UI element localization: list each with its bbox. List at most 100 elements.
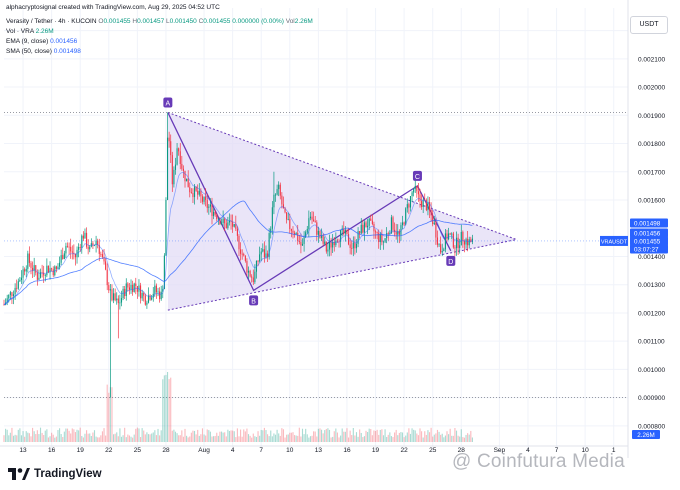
- candle-body: [311, 216, 313, 220]
- candle-body: [147, 295, 150, 303]
- volume-bar: [113, 434, 115, 442]
- volume-bar: [147, 434, 150, 442]
- volume-bar: [232, 430, 234, 442]
- volume-bar: [11, 427, 13, 442]
- volume-bar: [20, 435, 23, 442]
- volume-bar: [201, 428, 204, 442]
- candle-body: [340, 230, 342, 242]
- candle-body: [467, 238, 469, 246]
- volume-bar: [416, 433, 418, 442]
- candle-body: [86, 232, 88, 247]
- volume-bar: [117, 436, 119, 442]
- volume-bar: [405, 435, 407, 442]
- candle-body: [30, 262, 32, 268]
- volume-bar: [305, 428, 307, 442]
- volume-bar: [238, 436, 240, 442]
- candle-body: [373, 223, 375, 232]
- volume-bar: [44, 430, 46, 442]
- volume-bar: [187, 437, 189, 442]
- candle-body: [313, 219, 315, 222]
- candle-body: [435, 222, 437, 238]
- candle-body: [213, 211, 215, 216]
- volume-bar: [209, 431, 211, 442]
- candle-body: [332, 241, 334, 248]
- volume-legend[interactable]: Vol · VRA 2.26M: [6, 28, 54, 36]
- candle-body: [370, 218, 372, 221]
- price-badges: VRAUSDT 0.001455 0.001498 0.001456 03:07:27: [600, 218, 668, 254]
- volume-bar: [401, 432, 404, 442]
- volume-bar: [292, 432, 294, 442]
- candle-body: [271, 207, 273, 229]
- candle-body: [105, 261, 107, 270]
- volume-bar: [149, 434, 151, 442]
- volume-bar: [5, 428, 7, 442]
- candle-body: [111, 289, 113, 301]
- price-axis-tick-label: 0.001400: [638, 254, 665, 261]
- volume-bar: [95, 436, 97, 442]
- candle-body: [451, 233, 453, 235]
- volume-bar: [178, 435, 180, 442]
- volume-bar: [138, 428, 140, 442]
- volume-bar: [186, 435, 188, 442]
- candle-body: [408, 204, 410, 208]
- volume-bar: [368, 428, 370, 442]
- symbol-title[interactable]: Verasity / Tether · 4h · KUCOIN: [6, 18, 97, 25]
- tradingview-logo[interactable]: TradingView: [8, 466, 102, 482]
- volume-bar: [455, 430, 458, 442]
- currency-selector[interactable]: USDT: [630, 16, 668, 34]
- candle-body: [44, 275, 46, 277]
- candle-body: [57, 266, 59, 270]
- candle-body: [17, 281, 19, 289]
- time-axis-tick-label: 7: [259, 447, 263, 454]
- volume-bar: [382, 435, 385, 442]
- volume-bar: [390, 436, 392, 442]
- volume-bar: [252, 433, 254, 442]
- candle-body: [413, 188, 415, 193]
- volume-bar: [171, 430, 173, 442]
- volume-bar: [98, 437, 100, 442]
- volume-bar: [379, 429, 381, 442]
- volume-bar: [244, 431, 246, 442]
- candle-body: [327, 249, 329, 252]
- candle-body: [133, 283, 135, 292]
- volume-bar: [444, 435, 446, 442]
- candle-body: [189, 187, 191, 193]
- pattern-point-label: D: [448, 259, 453, 266]
- volume-bar: [235, 437, 237, 442]
- volume-bar: [362, 437, 364, 442]
- candle-body: [114, 293, 116, 301]
- volume-bar: [151, 433, 153, 442]
- candle-body: [290, 229, 292, 231]
- candle-body: [295, 233, 297, 235]
- candle-body: [251, 276, 253, 278]
- price-badge: [630, 236, 668, 246]
- price-axis-tick-label: 0.001000: [638, 367, 665, 374]
- volume-bar: [411, 428, 413, 442]
- volume-bar: [246, 428, 248, 442]
- candle-body: [247, 270, 250, 273]
- candle-body: [62, 255, 64, 260]
- candle-body: [122, 288, 124, 299]
- candle-body: [298, 241, 300, 242]
- candle-body: [333, 241, 335, 246]
- candle-body: [3, 304, 5, 306]
- candle-body: [203, 196, 205, 202]
- ema-legend[interactable]: EMA (9, close) 0.001456: [6, 38, 77, 46]
- volume-bar: [230, 430, 232, 442]
- volume-bar: [233, 431, 235, 442]
- volume-bar: [78, 430, 80, 442]
- volume-bar: [295, 435, 297, 442]
- volume-bar: [398, 432, 400, 442]
- ohlc-open: 0.001455: [103, 18, 131, 25]
- volume-bar: [41, 432, 43, 442]
- volume-bar: [433, 434, 435, 442]
- candle-body: [405, 208, 407, 225]
- price-badge-value: 0.001456: [634, 230, 661, 237]
- volume-bar: [340, 435, 342, 442]
- candle-body: [33, 265, 35, 271]
- candle-body: [179, 151, 181, 164]
- sma-legend[interactable]: SMA (50, close) 0.001498: [6, 48, 81, 56]
- price-badge: [630, 228, 668, 238]
- candle-body: [319, 230, 321, 238]
